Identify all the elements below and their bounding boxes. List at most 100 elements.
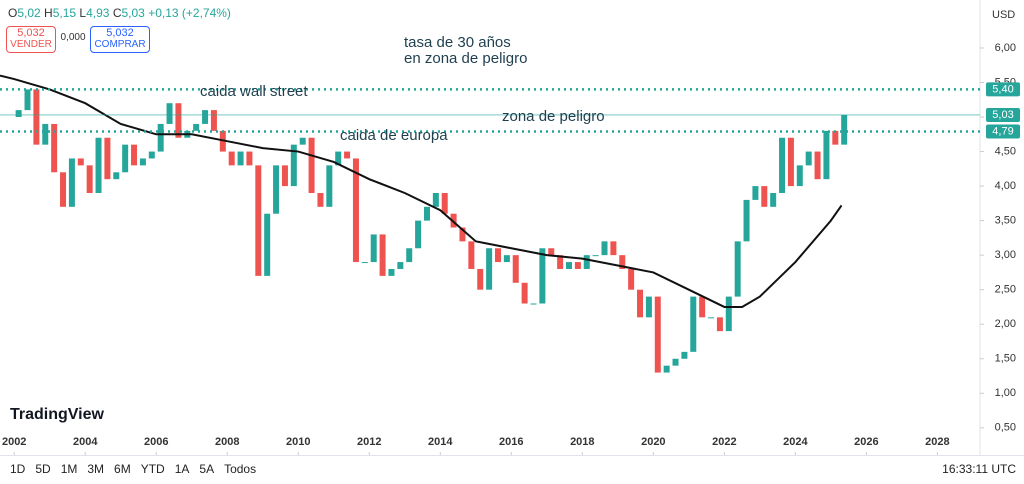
- y-tick-label: 2,00: [995, 318, 1016, 330]
- y-tick-label: 3,50: [995, 215, 1016, 227]
- timeframe-button[interactable]: Todos: [224, 462, 257, 476]
- candle-body: [654, 296, 661, 373]
- candle-body: [583, 255, 590, 269]
- buy-button[interactable]: 5,032 COMPRAR: [90, 26, 150, 53]
- candle-body: [619, 255, 626, 269]
- candle-body: [335, 151, 342, 166]
- candle-body: [193, 123, 200, 131]
- level-label: 5,03: [992, 109, 1013, 121]
- timeframe-button[interactable]: 3M: [87, 462, 105, 476]
- annotation: tasa de 30 años: [404, 34, 511, 51]
- candle-body: [708, 317, 715, 319]
- candle-body: [15, 110, 22, 118]
- candle-body: [255, 165, 262, 276]
- candle-body: [104, 137, 111, 180]
- candle-body: [734, 241, 741, 297]
- ohlc-value: 5,02: [17, 6, 41, 20]
- candle-body: [60, 172, 67, 207]
- candle-body: [131, 144, 138, 166]
- candle-body: [699, 296, 706, 318]
- candle-body: [24, 89, 31, 111]
- ohlc-label: H: [44, 6, 53, 20]
- level-badge: [986, 124, 1020, 139]
- candle-body: [814, 151, 821, 180]
- candle-body: [628, 268, 635, 290]
- sell-button[interactable]: 5,032 VENDER: [6, 26, 56, 53]
- currency[interactable]: USD: [992, 9, 1016, 21]
- candle-body: [601, 241, 608, 256]
- candle-body: [432, 192, 439, 207]
- candle-body: [68, 158, 75, 207]
- candle-body: [210, 110, 217, 131]
- candle-body: [637, 289, 644, 318]
- candle-body: [539, 248, 546, 304]
- candle-body: [841, 114, 848, 145]
- timeframe-button[interactable]: 5A: [199, 462, 215, 476]
- timeframe-button[interactable]: 5D: [35, 462, 51, 476]
- sell-label: VENDER: [10, 39, 52, 50]
- x-tick-label: 2024: [783, 436, 808, 448]
- timeframe-button[interactable]: 1D: [10, 462, 26, 476]
- ohlc-label: C: [112, 6, 122, 20]
- annotation: en zona de peligro: [404, 50, 528, 67]
- candle-body: [690, 296, 697, 352]
- ohlc-value: 5,03: [121, 6, 145, 20]
- candle-body: [503, 255, 510, 263]
- candle-body: [832, 130, 839, 145]
- sell-price: 5,032: [17, 27, 45, 39]
- x-tick-label: 2014: [428, 436, 453, 448]
- x-tick-label: 2012: [357, 436, 381, 448]
- candle-body: [139, 158, 146, 166]
- timeframe-button[interactable]: 6M: [114, 462, 131, 476]
- timeframe-button[interactable]: 1A: [174, 462, 190, 476]
- candle-body: [237, 151, 244, 166]
- candle-body: [725, 296, 732, 332]
- candle-body: [51, 123, 58, 173]
- x-tick-label: 2008: [215, 436, 239, 448]
- candle-body: [592, 255, 599, 257]
- y-tick-label: 2,50: [995, 284, 1016, 296]
- candle-body: [796, 165, 803, 187]
- annotation: caida de europa: [340, 127, 448, 144]
- x-tick-label: 2016: [499, 436, 523, 448]
- bottom-toolbar: 1D 5D 1M 3M 6M YTD 1A 5A Todos 16:33:11 UTC: [0, 455, 1024, 484]
- y-tick-label: 1,50: [995, 353, 1016, 365]
- candle-body: [202, 110, 209, 124]
- candle-body: [743, 199, 750, 242]
- buy-label: COMPRAR: [94, 39, 146, 50]
- ohlc-value: 4,93: [86, 6, 110, 20]
- level-badge: [986, 107, 1020, 122]
- candle-body: [326, 165, 333, 207]
- candle-body: [779, 137, 786, 193]
- candle-body: [157, 123, 164, 152]
- timeframe-button[interactable]: YTD: [140, 462, 165, 476]
- clock: 16:33:11 UTC: [942, 462, 1016, 476]
- candle-body: [370, 234, 377, 263]
- timeframe-button[interactable]: 1M: [60, 462, 78, 476]
- candle-body: [86, 165, 93, 193]
- y-tick-label: 4,00: [995, 180, 1016, 192]
- candle-body: [672, 358, 679, 366]
- y-tick-label: 0,50: [995, 422, 1016, 434]
- candle-body: [281, 165, 288, 187]
- y-tick-label: 4,50: [995, 145, 1016, 157]
- candle-body: [361, 262, 368, 264]
- candle-body: [352, 158, 359, 263]
- buy-price: 5,032: [106, 27, 134, 39]
- candle-body: [308, 137, 315, 193]
- candle-body: [228, 151, 235, 166]
- candle-body: [344, 151, 351, 159]
- candle-body: [317, 192, 324, 207]
- candle-body: [166, 103, 173, 124]
- change: +0,13 (+2,74%): [148, 6, 231, 20]
- candle-body: [574, 262, 581, 269]
- candle-body: [823, 130, 830, 180]
- ohlc-value: 5,15: [52, 6, 77, 20]
- spread: 0,000: [60, 32, 86, 43]
- candle-body: [441, 192, 448, 214]
- candle-body: [645, 296, 652, 318]
- x-tick-label: 2002: [2, 436, 26, 448]
- logo[interactable]: TradingView: [10, 406, 104, 423]
- x-tick-label: 2006: [144, 436, 168, 448]
